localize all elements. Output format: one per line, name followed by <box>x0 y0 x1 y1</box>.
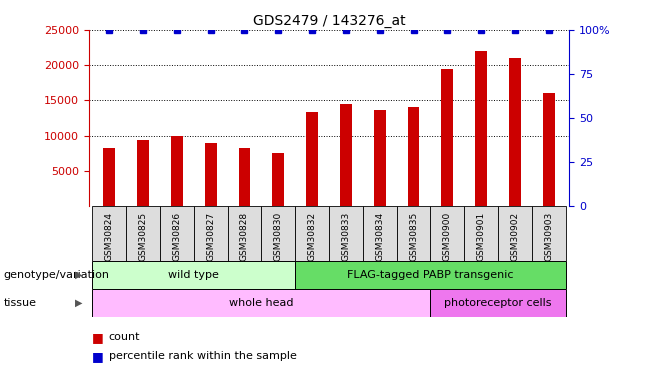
Bar <box>137 140 149 206</box>
Text: GSM30833: GSM30833 <box>342 211 351 261</box>
Text: GSM30824: GSM30824 <box>105 211 114 261</box>
Bar <box>498 206 532 261</box>
Text: ■: ■ <box>92 350 104 363</box>
Text: count: count <box>109 333 140 342</box>
Text: percentile rank within the sample: percentile rank within the sample <box>109 351 297 361</box>
Bar <box>306 112 318 206</box>
Text: GSM30902: GSM30902 <box>511 211 520 261</box>
Bar <box>92 206 126 261</box>
Bar <box>295 206 329 261</box>
Text: wild type: wild type <box>168 270 219 280</box>
Text: whole head: whole head <box>229 298 293 308</box>
Text: GSM30835: GSM30835 <box>409 211 418 261</box>
Bar <box>295 261 566 289</box>
Bar <box>363 206 397 261</box>
Text: tissue: tissue <box>3 298 36 308</box>
Bar <box>205 143 216 206</box>
Bar <box>509 58 521 206</box>
Text: ▶: ▶ <box>75 298 82 308</box>
Bar <box>238 148 250 206</box>
Text: GSM30827: GSM30827 <box>206 211 215 261</box>
Bar <box>171 136 183 206</box>
Bar <box>397 206 430 261</box>
Text: GSM30900: GSM30900 <box>443 211 452 261</box>
Text: photoreceptor cells: photoreceptor cells <box>444 298 552 308</box>
Bar <box>126 206 160 261</box>
Bar <box>272 153 284 206</box>
Bar <box>92 261 295 289</box>
Bar <box>261 206 295 261</box>
Bar <box>475 51 487 206</box>
Text: GSM30834: GSM30834 <box>375 211 384 261</box>
Bar <box>92 289 430 317</box>
Bar <box>160 206 193 261</box>
Bar <box>430 289 566 317</box>
Text: GSM30828: GSM30828 <box>240 211 249 261</box>
Text: genotype/variation: genotype/variation <box>3 270 109 280</box>
Bar <box>228 206 261 261</box>
Text: GSM30903: GSM30903 <box>544 211 553 261</box>
Text: GSM30830: GSM30830 <box>274 211 283 261</box>
Bar <box>374 110 386 206</box>
Bar <box>408 107 420 206</box>
Text: GSM30832: GSM30832 <box>307 211 316 261</box>
Bar <box>532 206 566 261</box>
Bar <box>340 104 352 206</box>
Title: GDS2479 / 143276_at: GDS2479 / 143276_at <box>253 13 405 28</box>
Bar <box>543 93 555 206</box>
Bar <box>193 206 228 261</box>
Bar <box>329 206 363 261</box>
Bar <box>103 148 115 206</box>
Text: ■: ■ <box>92 331 104 344</box>
Text: GSM30826: GSM30826 <box>172 211 182 261</box>
Text: GSM30901: GSM30901 <box>476 211 486 261</box>
Text: FLAG-tagged PABP transgenic: FLAG-tagged PABP transgenic <box>347 270 514 280</box>
Bar <box>430 206 465 261</box>
Bar <box>465 206 498 261</box>
Text: ▶: ▶ <box>75 270 82 280</box>
Text: GSM30825: GSM30825 <box>138 211 147 261</box>
Bar <box>442 69 453 206</box>
